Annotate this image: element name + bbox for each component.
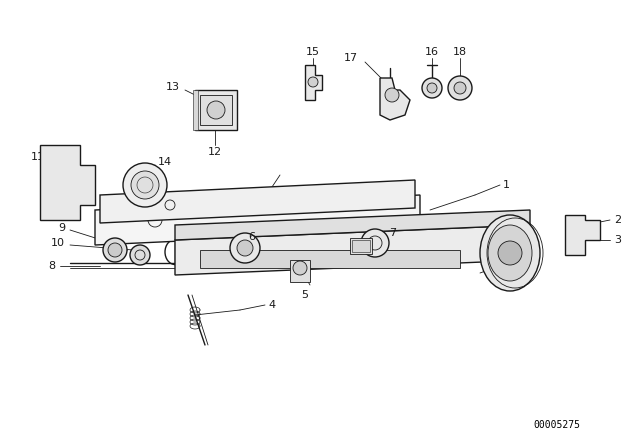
Text: 16: 16 [425,47,439,57]
Ellipse shape [488,225,532,281]
Text: 14: 14 [158,157,172,167]
Bar [193,90,198,130]
Circle shape [448,76,472,100]
Polygon shape [175,210,530,240]
Text: 18: 18 [453,47,467,57]
Circle shape [454,82,466,94]
Circle shape [422,78,442,98]
Polygon shape [305,65,322,100]
Circle shape [361,229,389,257]
Circle shape [237,240,253,256]
Text: 6: 6 [248,232,255,242]
Text: 5: 5 [301,290,308,300]
Text: 15: 15 [306,47,320,57]
Circle shape [131,171,159,199]
Circle shape [308,77,318,87]
Bar [200,95,232,125]
Polygon shape [565,215,600,255]
Circle shape [108,243,122,257]
Bar [350,238,372,254]
Circle shape [427,83,437,93]
Text: 13: 13 [166,82,180,92]
Polygon shape [95,195,420,245]
Text: 2: 2 [614,215,621,225]
Polygon shape [380,78,410,120]
Text: 8: 8 [48,261,55,271]
Text: 1: 1 [503,180,510,190]
Text: 11: 11 [31,152,45,162]
Text: 4: 4 [268,300,275,310]
Text: 17: 17 [344,53,358,63]
Text: 7: 7 [389,228,396,238]
Circle shape [293,261,307,275]
Bar [195,90,237,130]
Text: 00005275: 00005275 [533,420,580,430]
Circle shape [230,233,260,263]
Text: 10: 10 [51,238,65,248]
Polygon shape [40,145,95,220]
Text: 12: 12 [208,147,222,157]
Circle shape [385,88,399,102]
Circle shape [130,245,150,265]
Circle shape [498,241,522,265]
Polygon shape [175,225,530,275]
Polygon shape [100,180,415,223]
Text: 3: 3 [614,235,621,245]
Circle shape [103,238,127,262]
Circle shape [207,101,225,119]
Bar [200,250,460,268]
Bar [290,260,310,282]
Text: 9: 9 [58,223,65,233]
Ellipse shape [480,215,540,291]
Circle shape [123,163,167,207]
Bar [352,240,370,252]
